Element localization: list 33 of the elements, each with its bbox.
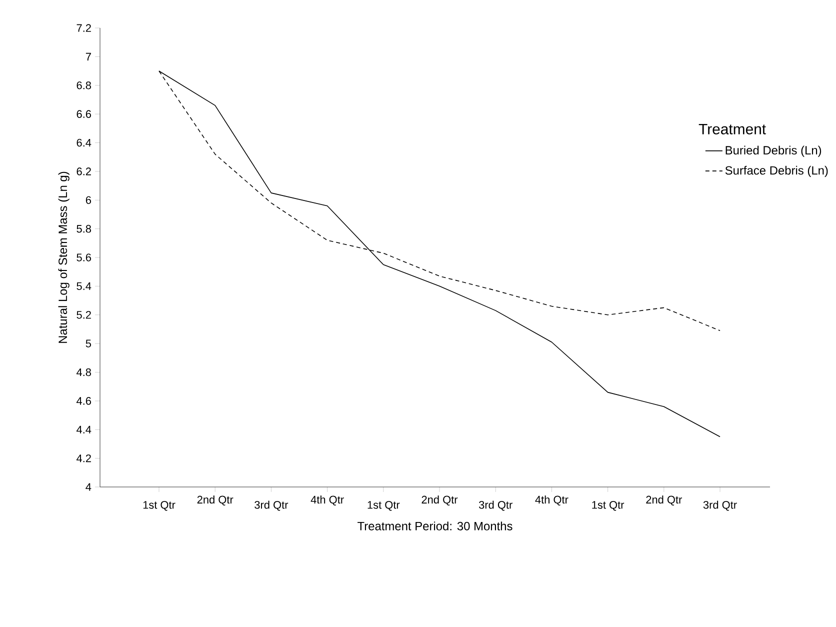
x-tick-label: 2nd Qtr [646,496,682,506]
x-tick-label: 3rd Qtr [254,500,288,511]
y-tick-label: 5.4 [76,282,92,290]
y-tick-label: 7.2 [76,24,91,32]
y-tick-label: 5.8 [76,224,92,233]
y-tick-label: 4.4 [76,426,92,434]
y-tick-label: 4.2 [76,454,91,462]
x-tick-label: 3rd Qtr [703,500,737,511]
x-tick-label: 1st Qtr [143,501,176,511]
y-tick-label: 7 [86,52,91,60]
x-tick-label: 1st Qtr [592,501,624,511]
y-tick-label: 4.6 [76,397,92,405]
y-tick-label: 6.4 [76,138,92,147]
x-tick-label: 4th Qtr [310,496,344,506]
y-tick-label: 4.8 [76,368,92,376]
x-axis-title: Treatment Period: 30 Months [358,522,512,530]
y-tick-label: 6 [86,196,92,204]
y-tick-label: 5.6 [76,254,92,262]
legend-label: Surface Debris (Ln) [725,166,828,177]
x-tick-label: 2nd Qtr [422,496,458,506]
y-tick-label: 6.2 [76,168,91,176]
y-axis-title: Natural Log of Stem Mass (Ln g) [58,172,70,343]
y-tick-label: 6.6 [76,110,92,118]
legend-title: Treatment [698,124,766,134]
y-tick-label: 4 [86,483,92,491]
legend-label: Buried Debris (Ln) [726,146,822,157]
x-tick-label: 4th Qtr [535,496,568,506]
y-tick-label: 6.8 [76,81,92,90]
y-tick-label: 5.2 [76,310,91,319]
x-tick-label: 2nd Qtr [197,496,234,506]
x-tick-label: 3rd Qtr [478,500,512,511]
x-tick-label: 1st Qtr [368,501,400,511]
y-tick-label: 5 [86,340,92,348]
